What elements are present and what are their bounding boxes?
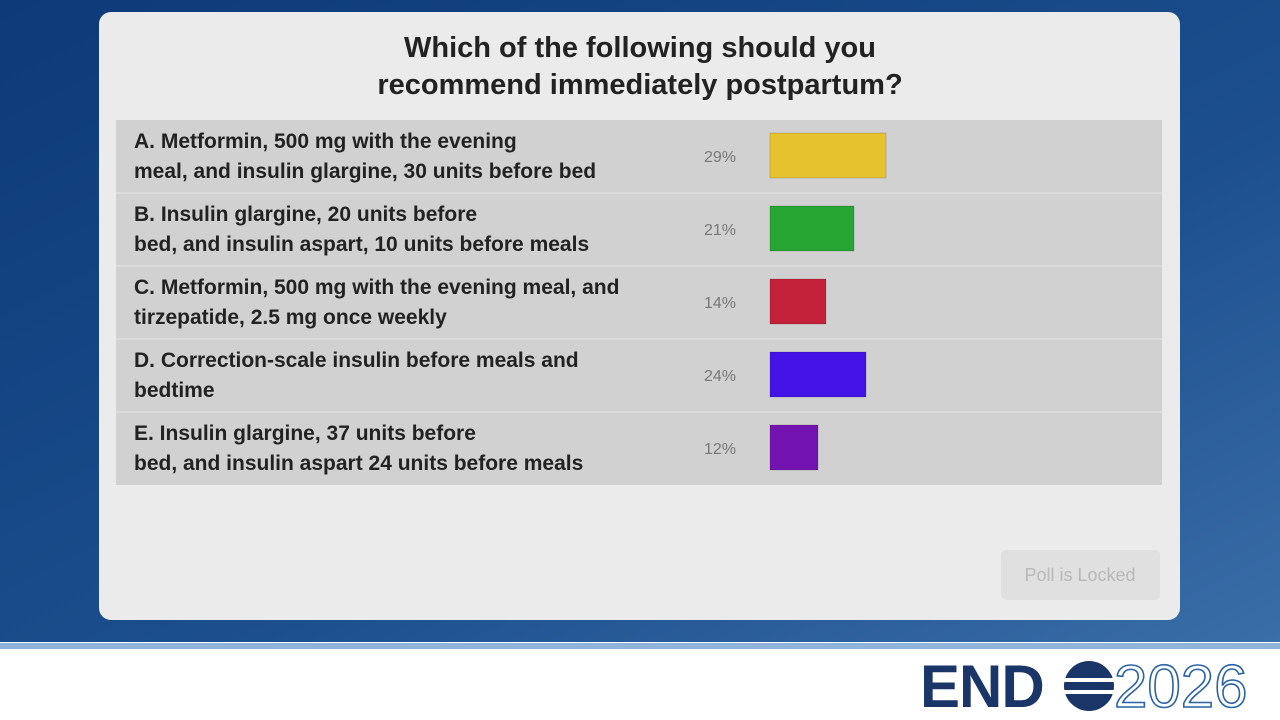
option-label: C. Metformin, 500 mg with the evening me… xyxy=(134,276,619,299)
percent-label: 14% xyxy=(704,295,736,312)
option-row xyxy=(116,266,1162,339)
question: Which of the following should you xyxy=(404,32,876,64)
result-bar xyxy=(769,351,867,398)
option-row xyxy=(116,120,1162,193)
percent-label: 12% xyxy=(704,441,736,458)
button-label: Poll is Locked xyxy=(1024,565,1135,585)
logo-text: END xyxy=(920,653,1044,720)
result-bar xyxy=(769,278,827,325)
option-row xyxy=(116,193,1162,266)
option-label: E. Insulin glargine, 37 units before xyxy=(134,422,476,445)
options: A. Metformin, 500 mg with the evening mea… xyxy=(116,120,1162,485)
footer-stripe xyxy=(0,643,1280,649)
percent-label: 24% xyxy=(704,368,736,385)
option-row xyxy=(116,412,1162,485)
option-label: meal, and insulin glargine, 30 units bef… xyxy=(134,160,596,183)
percent-label: 21% xyxy=(704,222,736,239)
logo-globe xyxy=(1064,661,1114,711)
result-bar xyxy=(769,132,887,179)
option-row xyxy=(116,339,1162,412)
option-label: B. Insulin glargine, 20 units before xyxy=(134,203,477,226)
option-label: tirzepatide, 2.5 mg once weekly xyxy=(134,306,447,329)
logo-globe-lines xyxy=(1064,678,1114,694)
option-label: bed, and insulin aspart, 10 units before… xyxy=(134,233,589,256)
option-label: A. Metformin, 500 mg with the evening xyxy=(134,130,517,153)
result-bar xyxy=(769,205,855,252)
option-label: bedtime xyxy=(134,379,215,402)
option-label: D. Correction-scale insulin before meals… xyxy=(134,349,579,372)
percent-label: 29% xyxy=(704,149,736,166)
logo-year: 2026 xyxy=(1114,653,1247,720)
question: recommend immediately postpartum? xyxy=(377,69,902,101)
option-label: bed, and insulin aspart 24 units before … xyxy=(134,452,583,475)
locked-button[interactable] xyxy=(1001,550,1160,600)
result-bar xyxy=(769,424,819,471)
logo: END 2026 xyxy=(920,652,1248,720)
